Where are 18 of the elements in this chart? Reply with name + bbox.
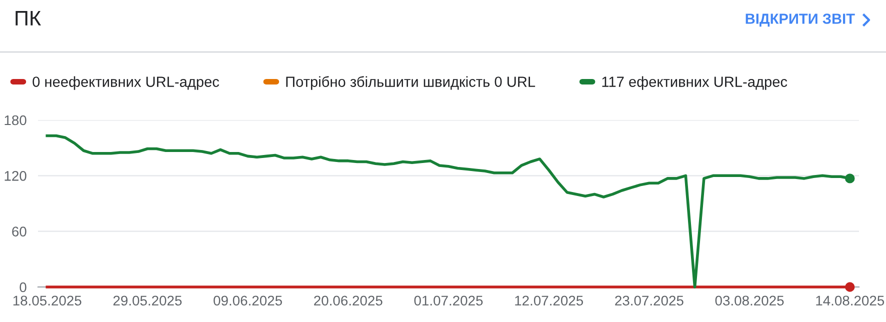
y-tick-label: 120: [4, 171, 26, 181]
x-tick-label: 09.06.2025: [214, 296, 282, 306]
legend-label: 0 неефективних URL-адрес: [32, 76, 220, 90]
x-tick-label: 20.06.2025: [314, 296, 382, 306]
x-tick-label: 12.07.2025: [515, 296, 584, 306]
x-tick-label: 18.05.2025: [13, 296, 82, 306]
y-tick-label: 60: [12, 226, 26, 237]
y-tick-label: 0: [20, 282, 26, 292]
x-tick-label: 01.07.2025: [414, 296, 483, 306]
x-tick-label: 14.08.2025: [816, 296, 884, 306]
x-tick-label: 03.08.2025: [715, 296, 784, 306]
x-tick-label: 29.05.2025: [113, 296, 182, 306]
text: ВІДКРИТИ ЗВІТ: [746, 14, 855, 27]
legend-label: 117 ефективних URL-адрес: [602, 76, 788, 90]
legend-label: Потрібно збільшити швидкість 0 URL: [286, 76, 536, 90]
x-tick-label: 23.07.2025: [615, 296, 684, 306]
chart-title: ПК: [16, 11, 41, 26]
y-tick-label: 180: [4, 115, 26, 126]
